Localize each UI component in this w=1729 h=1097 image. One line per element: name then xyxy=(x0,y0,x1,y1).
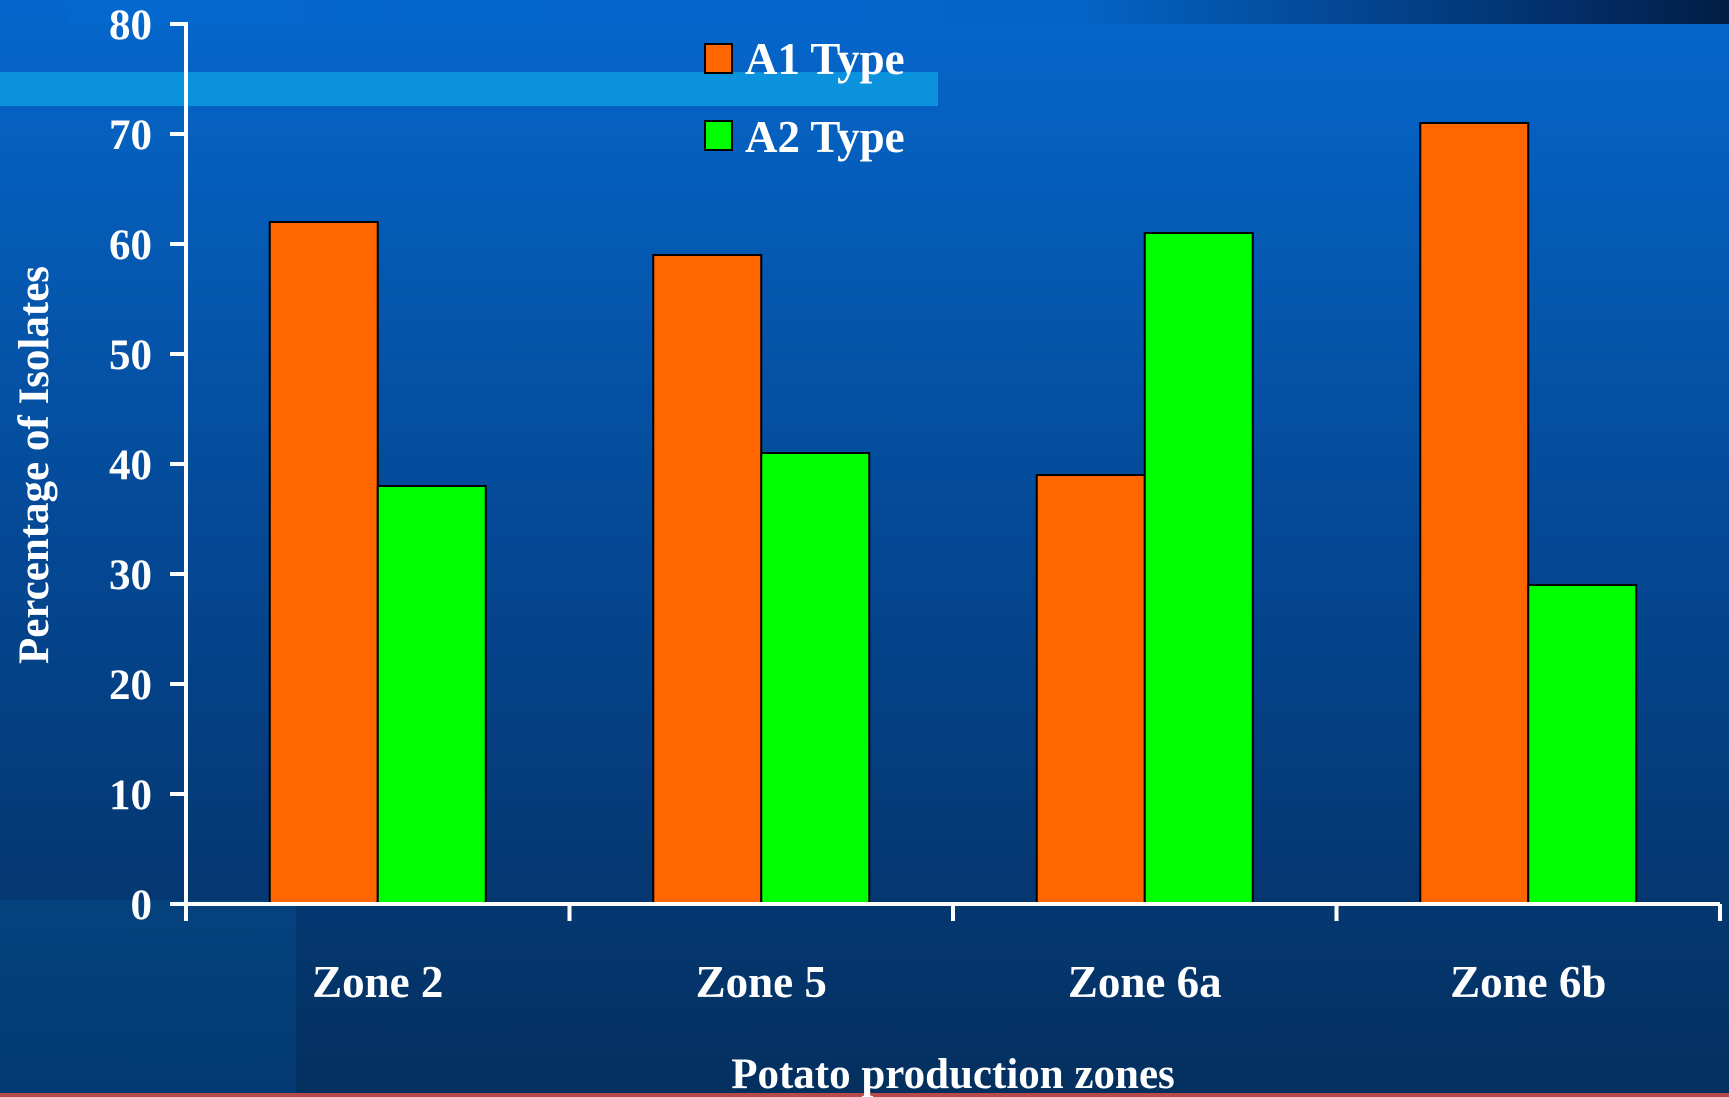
x-category-label-zone-2: Zone 2 xyxy=(312,957,443,1007)
y-tick-label-70: 70 xyxy=(109,112,152,159)
y-tick-label-60: 60 xyxy=(109,222,152,269)
legend-label-a1: A1 Type xyxy=(745,34,905,84)
y-axis-ticks: 0 10 20 30 40 50 60 70 80 xyxy=(109,2,186,929)
bar-a2-type-zone-5 xyxy=(760,452,871,905)
x-axis-ticks xyxy=(184,904,1722,921)
bar-a2-type-zone-6a xyxy=(1143,232,1254,905)
bar-a1-type-zone-5 xyxy=(652,254,763,905)
legend-swatch-a2 xyxy=(704,120,733,151)
bar-a1-type-zone-2 xyxy=(268,221,379,905)
legend-label-a2: A2 Type xyxy=(745,112,905,162)
bar-a1-type-zone-6b xyxy=(1419,122,1530,905)
bar-a1-type-zone-6a xyxy=(1035,474,1146,905)
bars-layer xyxy=(268,122,1638,905)
legend: A1 Type A2 Type xyxy=(704,34,905,162)
bar-a2-type-zone-2 xyxy=(376,485,487,905)
y-tick-label-40: 40 xyxy=(109,442,152,489)
x-category-label-zone-6b: Zone 6b xyxy=(1450,957,1606,1007)
x-category-label-zone-6a: Zone 6a xyxy=(1068,957,1222,1007)
background-band-top xyxy=(70,0,1729,24)
y-tick-label-0: 0 xyxy=(131,882,153,929)
y-tick-label-10: 10 xyxy=(109,772,152,819)
y-tick-label-30: 30 xyxy=(109,552,152,599)
background-stripe xyxy=(0,72,938,106)
background-bottom-line xyxy=(0,1093,1729,1097)
x-axis-category-labels: Zone 2 Zone 5 Zone 6a Zone 6b xyxy=(312,957,1606,1007)
legend-swatch-a1 xyxy=(704,43,733,74)
bar-a2-type-zone-6b xyxy=(1527,584,1638,905)
x-axis-title: Potato production zones xyxy=(731,1051,1175,1097)
y-tick-label-50: 50 xyxy=(109,332,152,379)
y-tick-label-20: 20 xyxy=(109,662,152,709)
background-panel xyxy=(0,900,296,1097)
y-tick-label-80: 80 xyxy=(109,2,152,49)
x-category-label-zone-5: Zone 5 xyxy=(696,957,827,1007)
y-axis-title: Percentage of Isolates xyxy=(11,266,58,664)
